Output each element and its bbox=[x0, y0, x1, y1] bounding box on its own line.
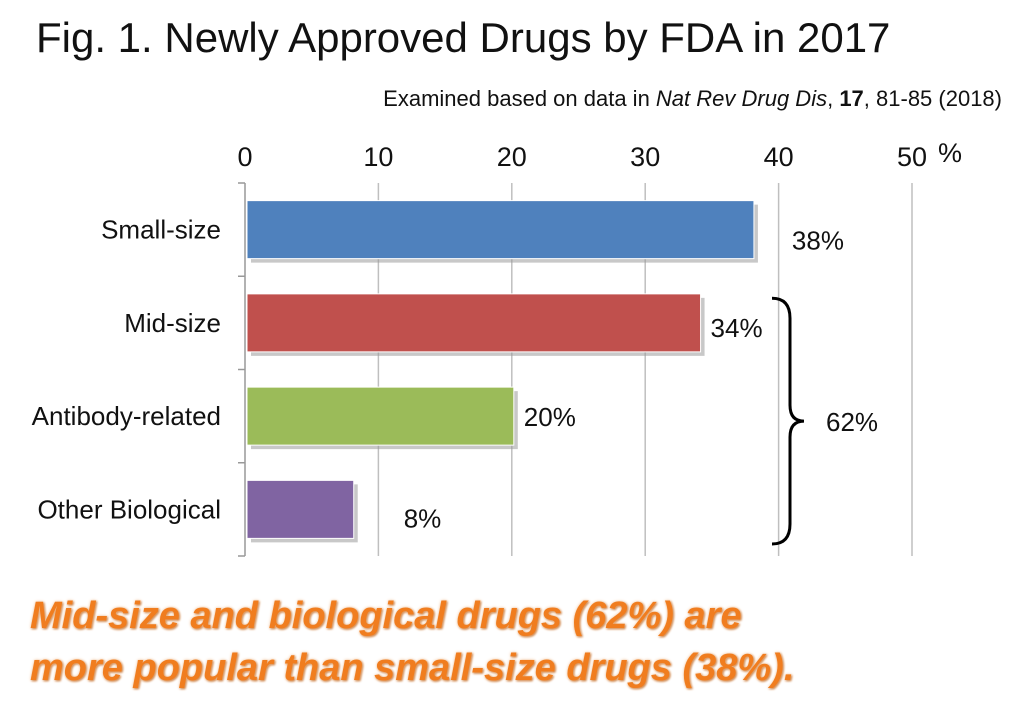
bar-mid-size bbox=[246, 293, 702, 353]
bracket-label: 62% bbox=[826, 407, 878, 437]
category-label: Other Biological bbox=[37, 494, 221, 524]
bar-small-size bbox=[246, 200, 755, 260]
tick-label: 40 bbox=[764, 142, 794, 172]
tick-label: 30 bbox=[630, 142, 660, 172]
conclusion-line-1: Mid-size and biological drugs (62%) are bbox=[30, 595, 742, 637]
chart-title: Fig. 1. Newly Approved Drugs by FDA in 2… bbox=[36, 14, 891, 61]
tick-label: 50 bbox=[897, 142, 927, 172]
data-label: 20% bbox=[524, 402, 576, 432]
data-label: 34% bbox=[711, 313, 763, 343]
conclusion-line-2: more popular than small-size drugs (38%)… bbox=[30, 647, 795, 689]
category-label: Mid-size bbox=[124, 308, 221, 338]
source-pages: , 81-85 (2018) bbox=[863, 86, 1002, 111]
source-volume: 17 bbox=[839, 86, 864, 111]
grouping-bracket bbox=[771, 296, 805, 546]
tick-label: 0 bbox=[237, 142, 252, 172]
tick-label: 10 bbox=[363, 142, 393, 172]
tick-label: 20 bbox=[497, 142, 527, 172]
source-sep: , bbox=[827, 86, 840, 111]
bar-other-biological bbox=[246, 479, 355, 539]
source-journal: Nat Rev Drug Dis bbox=[655, 86, 828, 111]
bar-antibody-related bbox=[246, 386, 515, 446]
category-label: Antibody-related bbox=[32, 401, 221, 431]
data-label: 38% bbox=[792, 226, 844, 256]
data-label: 8% bbox=[404, 503, 442, 533]
category-label: Small-size bbox=[101, 215, 221, 245]
axis-unit: % bbox=[938, 138, 962, 168]
source-note: Examined based on data in Nat Rev Drug D… bbox=[383, 86, 1002, 112]
conclusion-text: Mid-size and biological drugs (62%) are … bbox=[30, 590, 794, 694]
source-prefix: Examined based on data in bbox=[383, 86, 656, 111]
